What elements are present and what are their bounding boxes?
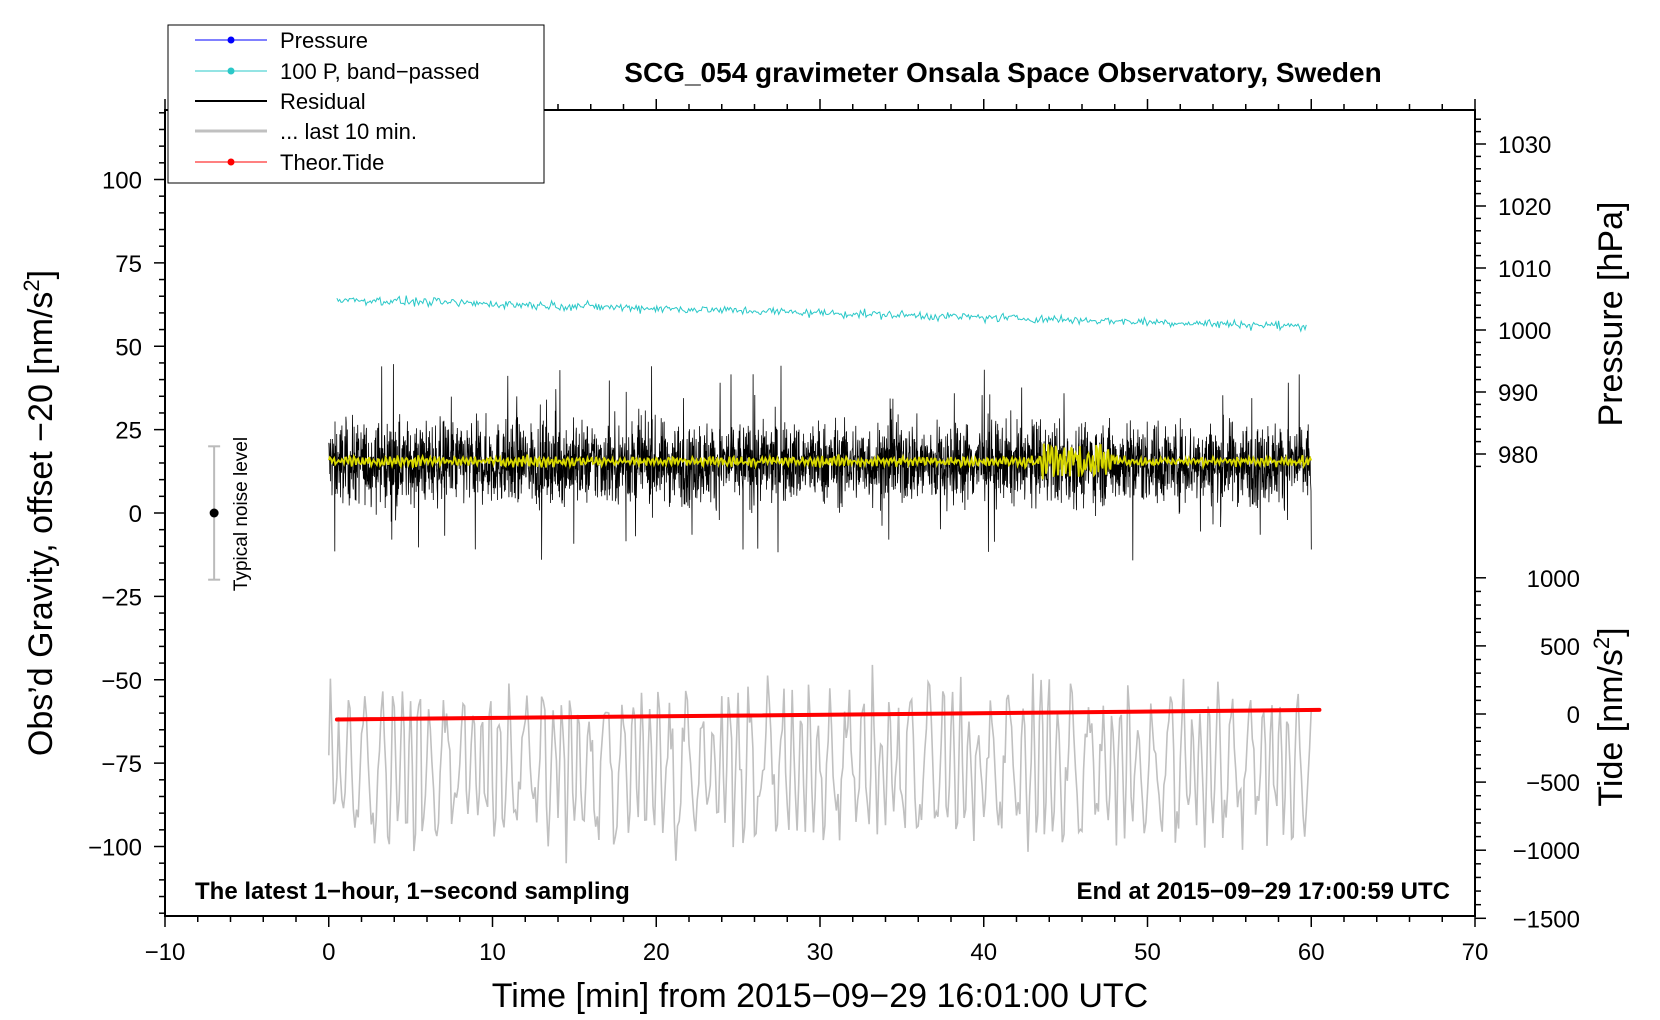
tide-axis-label-close: ] <box>1592 627 1630 636</box>
series-last-10-min <box>328 664 1313 864</box>
theoretical-tide-line <box>334 707 1322 722</box>
y-left-tick-label: 100 <box>102 168 142 195</box>
x-tick-label: 30 <box>807 939 834 966</box>
pressure-tick-label: 990 <box>1498 380 1538 407</box>
legend-marker-band-passed <box>227 67 235 75</box>
pressure-axis-label: Pressure [hPa] <box>1592 202 1630 427</box>
pressure-tick-label: 980 <box>1498 442 1538 469</box>
x-tick-label: 50 <box>1134 939 1161 966</box>
y-left-tick-label: 75 <box>115 251 142 278</box>
tide-axis-label-main: Tide [nm/s <box>1592 649 1630 806</box>
smoothed-residual-line <box>327 443 1313 480</box>
typical-noise-level-marker <box>208 445 221 581</box>
y-left-tick-label: 0 <box>129 501 142 528</box>
tide-tick-label: 500 <box>1540 634 1580 661</box>
pressure-tick-label: 1020 <box>1498 194 1551 221</box>
y-left-axis-label-close: ] <box>22 270 60 279</box>
y-left-axis-label: Obs’d Gravity, offset −20 [nm/s2] <box>19 270 60 756</box>
y-left-tick-label: 25 <box>115 418 142 445</box>
y-left-tick-label: −50 <box>101 668 142 695</box>
pressure-tick-label: 1010 <box>1498 256 1551 283</box>
y-left-tick-label: 50 <box>115 334 142 361</box>
legend-label-last-10-min: ... last 10 min. <box>280 119 417 144</box>
y-left-axis-label-sup: 2 <box>19 279 44 291</box>
legend-label-residual: Residual <box>280 89 366 114</box>
y-left-tick-label: −100 <box>88 835 142 862</box>
tide-axis-label-sup: 2 <box>1589 637 1614 649</box>
tide-tick-label: 0 <box>1567 702 1580 729</box>
series-theoretical-tide <box>334 707 1322 722</box>
last-10-min-line <box>328 664 1313 864</box>
plot-frame <box>164 109 1476 917</box>
legend-label-theor-tide: Theor.Tide <box>280 150 384 175</box>
tide-tick-label: 1000 <box>1527 566 1580 593</box>
x-tick-label: 60 <box>1298 939 1325 966</box>
x-tick-label: 10 <box>479 939 506 966</box>
x-axis-label: Time [min] from 2015−09−29 16:01:00 UTC <box>492 977 1148 1015</box>
tide-tick-label: −500 <box>1526 770 1580 797</box>
legend-entry-band-passed: 100 P, band−passed <box>195 59 480 84</box>
pressure-tick-label: 1000 <box>1498 318 1551 345</box>
pressure-axis-ticks: 1030 1020 1010 1000 990 980 <box>1475 118 1551 469</box>
series-band-passed-pressure <box>336 295 1307 333</box>
legend-marker-theor-tide <box>227 158 235 166</box>
pressure-tick-label: 1030 <box>1498 132 1551 159</box>
series-smoothed-residual <box>327 443 1313 480</box>
legend-entry-residual: Residual <box>195 89 366 114</box>
tide-tick-label: −1000 <box>1513 838 1580 865</box>
y-left-tick-label: −25 <box>101 584 142 611</box>
tide-tick-label: −1500 <box>1513 906 1580 933</box>
noise-center-dot <box>209 508 219 518</box>
legend-label-band-passed: 100 P, band−passed <box>280 59 480 84</box>
x-tick-label: −10 <box>145 939 186 966</box>
tide-axis-label: Tide [nm/s2] <box>1589 627 1630 806</box>
annotation-end-time: End at 2015−09−29 17:00:59 UTC <box>1076 878 1450 905</box>
y-left-tick-label: −75 <box>101 751 142 778</box>
y-left-axis-ticks: 100 75 50 25 0 −25 −50 −75 −100 <box>88 112 165 914</box>
noise-label: Typical noise level <box>231 437 252 591</box>
x-tick-label: 70 <box>1462 939 1489 966</box>
x-tick-label: 20 <box>643 939 670 966</box>
legend-label-pressure: Pressure <box>280 28 368 53</box>
legend-box <box>167 24 545 184</box>
x-axis-ticks: −10 0 10 20 30 40 50 60 70 <box>145 99 1489 966</box>
tide-axis-ticks: 1000 500 0 −500 −1000 −1500 <box>1475 566 1580 933</box>
chart-title: SCG_054 gravimeter Onsala Space Observat… <box>624 57 1381 88</box>
legend: Pressure 100 P, band−passed Residual ...… <box>167 24 545 184</box>
annotation-sampling: The latest 1−hour, 1−second sampling <box>195 878 630 905</box>
legend-entry-theor-tide: Theor.Tide <box>195 150 384 175</box>
legend-marker-pressure <box>227 36 235 44</box>
x-tick-label: 0 <box>322 939 335 966</box>
band-passed-line <box>336 295 1307 333</box>
x-tick-label: 40 <box>970 939 997 966</box>
y-left-axis-label-main: Obs’d Gravity, offset −20 [nm/s <box>22 292 60 757</box>
legend-entry-pressure: Pressure <box>195 28 368 53</box>
legend-entry-last-10-min: ... last 10 min. <box>195 119 417 144</box>
